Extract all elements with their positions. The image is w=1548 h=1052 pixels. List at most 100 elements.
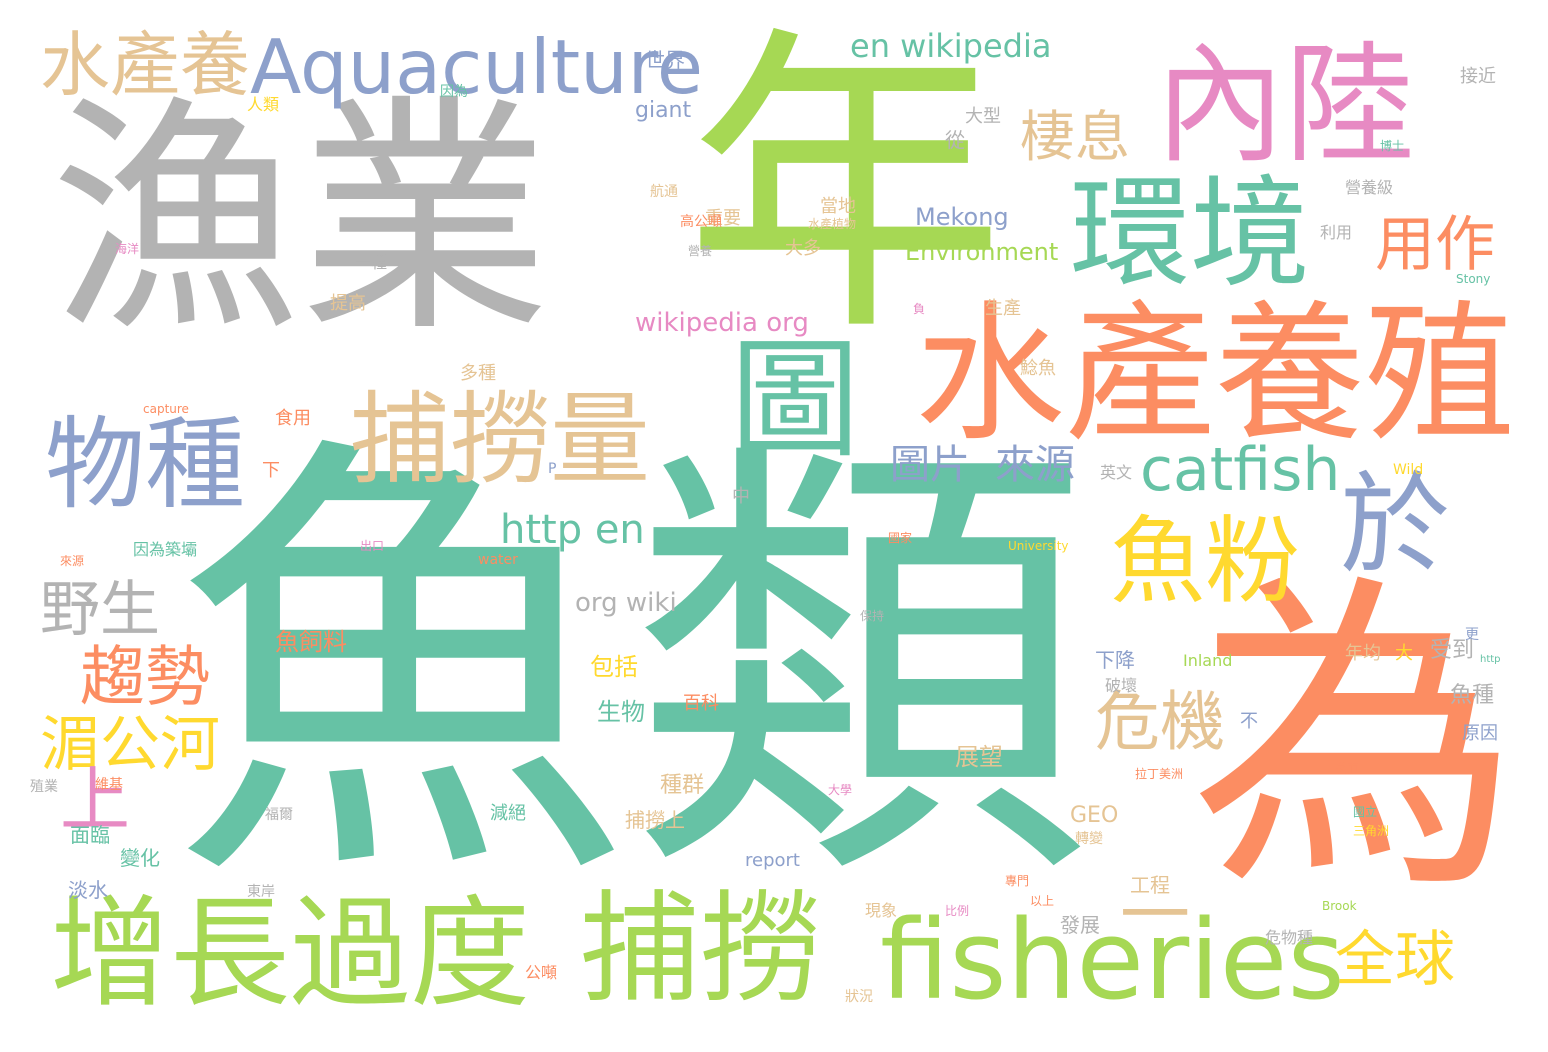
word-28: 來源 (995, 442, 1075, 488)
word-46: 一種 (355, 253, 388, 272)
word-74: 面臨 (70, 823, 110, 847)
word-37: 大型 (965, 106, 1001, 127)
word-45: 提高 (330, 293, 366, 314)
word-59: 下降 (1095, 648, 1135, 672)
word-68: 展望 (955, 743, 1003, 771)
word-60: 受到 (1430, 638, 1475, 663)
word-110: 專門 (1005, 874, 1030, 888)
word-66: 破壞 (1105, 676, 1138, 695)
word-7: 增長過度 (50, 885, 530, 1024)
word-13: Aquaculture (250, 23, 703, 111)
word-78: 百科 (683, 693, 719, 714)
word-91: 因為 (440, 84, 468, 100)
word-104: 東岸 (247, 884, 275, 900)
word-111: 以上 (1030, 894, 1055, 908)
word-69: GEO (1070, 803, 1119, 828)
word-42: 生產 (985, 298, 1021, 319)
word-30: 一 (1120, 874, 1190, 956)
word-14: 水產養 (40, 24, 250, 106)
word-44: 多種 (460, 363, 496, 384)
word-3: 為 (1190, 548, 1520, 932)
word-39: 重要 (705, 208, 741, 229)
word-103: 福爾 (265, 807, 293, 823)
word-84: Wild (1393, 462, 1424, 478)
word-29: 上 (60, 759, 130, 841)
word-54: 魚飼料 (275, 628, 347, 656)
word-94: 水產植物 (808, 217, 857, 231)
word-65: 更 (1465, 627, 1479, 643)
word-36: 世界 (645, 48, 685, 72)
word-6: 環境 (1070, 165, 1310, 304)
word-109: 轉變 (1075, 831, 1103, 847)
word-19: 用作 (1375, 210, 1495, 280)
word-98: 國家 (888, 531, 913, 545)
word-50: 食用 (275, 408, 311, 429)
word-34: Environment (905, 238, 1059, 266)
word-117: P (548, 461, 557, 477)
word-107: 國立 (1353, 805, 1378, 819)
word-80: 現象 (865, 901, 898, 920)
word-70: 減絕 (490, 803, 526, 824)
word-86: capture (143, 402, 189, 416)
word-55: 包括 (590, 653, 638, 681)
word-58: 捕撈上 (625, 808, 685, 832)
word-71: 工程 (1130, 873, 1170, 897)
word-22: 野生 (40, 575, 160, 645)
word-62: 年均 (1345, 643, 1381, 664)
word-56: 生物 (597, 698, 645, 726)
word-112: 比例 (945, 904, 970, 918)
word-115: 大學 (828, 783, 853, 797)
word-11: 捕撈量 (350, 381, 650, 498)
word-67: 不 (1240, 711, 1258, 732)
word-90: 人類 (247, 95, 280, 114)
word-61: 魚種 (1450, 683, 1495, 708)
word-83: 因為築壩 (133, 540, 198, 559)
word-52: 中 (732, 486, 750, 507)
word-5: 內陸 (1155, 29, 1416, 181)
word-114: 反而 (1335, 761, 1360, 775)
word-73: 危物種 (1265, 928, 1314, 947)
word-43: 鯰魚 (1020, 358, 1056, 379)
word-24: http en (500, 507, 645, 553)
word-53: 英文 (1100, 463, 1133, 482)
word-57: 種群 (660, 773, 705, 798)
word-49: 利用 (1320, 223, 1353, 242)
word-9: fisheries (880, 896, 1345, 1024)
word-75: 變化 (120, 846, 160, 870)
word-102: 維基 (95, 777, 123, 793)
word-108: 三角洲 (1353, 824, 1390, 838)
word-48: 營養級 (1345, 178, 1394, 197)
word-27: 圖片 (890, 442, 970, 488)
word-64: 原因 (1462, 723, 1498, 744)
word-101: 殖業 (30, 779, 58, 795)
word-51: 下 (262, 460, 280, 481)
word-35: giant (635, 98, 692, 123)
word-92: 航通 (650, 184, 678, 200)
word-99: 出口 (360, 539, 385, 553)
word-4: 水產養殖 (915, 288, 1516, 462)
word-15: 魚粉 (1110, 507, 1301, 617)
word-2: 年 (685, 2, 1005, 374)
word-12: 圖 (730, 324, 861, 476)
word-0: 魚類 (170, 402, 1090, 937)
word-8: 捕撈 (580, 880, 820, 1019)
word-113: 拉丁美洲 (1135, 767, 1184, 781)
word-93: 高公噸 (680, 214, 722, 230)
word-87: Stony (1456, 272, 1491, 286)
word-96: 營養 (688, 244, 713, 258)
word-21: 湄公河 (40, 710, 220, 780)
word-100: 來源 (60, 554, 85, 568)
word-76: 淡水 (68, 878, 108, 902)
word-85: University (1008, 539, 1069, 553)
word-77: 公噸 (525, 963, 558, 982)
word-72: 發展 (1060, 913, 1100, 937)
word-32: org wiki (575, 588, 677, 618)
word-25: 全球 (1335, 925, 1455, 995)
word-63: 大 (1395, 643, 1413, 664)
word-38: 從 (945, 128, 965, 152)
word-20: 趨勢 (80, 640, 211, 715)
word-116: 海洋 (115, 242, 140, 256)
word-89: http (1480, 654, 1501, 665)
word-95: 狀況 (845, 989, 873, 1005)
